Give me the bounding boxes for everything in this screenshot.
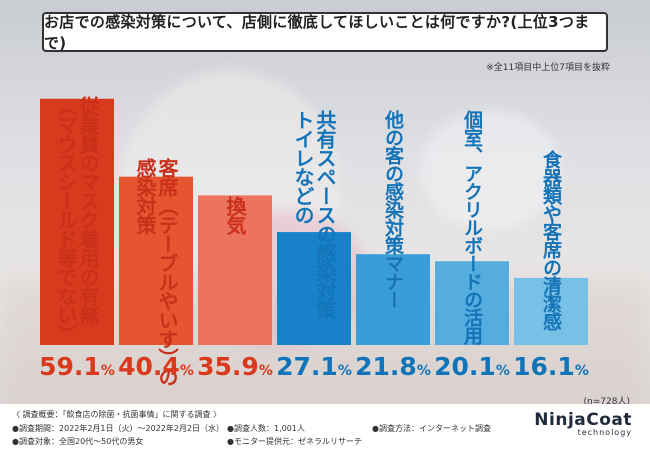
value-number-3: 35.9 (197, 352, 259, 381)
bar-6 (435, 261, 509, 345)
bar-4 (277, 232, 351, 345)
logo-main-text: NinjaCoat (534, 410, 632, 430)
value-number-5: 21.8 (355, 352, 417, 381)
bar-label-7: 食器類や客席の清潔感 (540, 150, 562, 330)
bar-2 (119, 176, 193, 345)
value-label-7: 16.1% (510, 352, 592, 386)
logo-sub-text: technology (577, 428, 632, 437)
bar-label-6: 個室、アクリルボードの活用 (461, 110, 483, 344)
bar-label-2: 客席（テーブルやいす）の 感染対策 (133, 158, 179, 386)
survey-respondents: ●調査人数：1,001人 (227, 424, 305, 433)
bar-label-4: 共有スペースの感染対策 トイレなどの (291, 110, 337, 319)
survey-period: ●調査期間：2022年2月1日（火）〜2022年2月2日（水） (12, 424, 225, 433)
value-unit-6: % (495, 363, 510, 379)
survey-footer: 〈 調査概要：「飲食店の除菌・抗菌事情」に関する調査 〉 ●調査期間：2022年… (0, 404, 650, 450)
background-photo-blur (420, 110, 560, 230)
bar-label-5: 他の客の感染対策マナー (382, 110, 404, 308)
value-unit-5: % (416, 363, 431, 379)
value-number-2: 40.4 (118, 352, 180, 381)
value-label-6: 20.1% (431, 352, 513, 386)
value-unit-7: % (574, 363, 589, 379)
value-label-3: 35.9% (194, 352, 276, 386)
value-number-1: 59.1 (39, 352, 101, 381)
bar-label-3: 換気 (223, 196, 247, 234)
value-unit-4: % (337, 363, 352, 379)
value-unit-1: % (100, 363, 115, 379)
value-unit-2: % (179, 363, 194, 379)
value-label-4: 27.1% (273, 352, 355, 386)
survey-method: ●調査方法：インターネット調査 (372, 424, 491, 433)
value-number-6: 20.1 (434, 352, 496, 381)
survey-target: ●調査対象：全国20代〜50代の男女 (12, 437, 144, 446)
value-unit-3: % (258, 363, 273, 379)
excerpt-note: ※全11項目中上位7項目を抜粋 (486, 63, 610, 73)
survey-title: 〈 調査概要：「飲食店の除菌・抗菌事情」に関する調査 〉 (12, 410, 222, 419)
sample-size-note: (n=728人) (583, 397, 630, 407)
value-number-7: 16.1 (513, 352, 575, 381)
company-logo: NinjaCoat technology (534, 410, 632, 437)
bar-3 (198, 195, 272, 345)
chart-title: お店での感染対策について、店側に徹底してほしいことは何ですか?(上位3つまで) (42, 12, 608, 52)
bar-label-1: 従業員のマスク着用の有無 （マウスシールド等でない） (54, 96, 100, 343)
bar-1 (40, 98, 114, 345)
survey-provider: ●モニター提供元：ゼネラルリサーチ (227, 437, 362, 446)
bar-5 (356, 254, 430, 345)
value-number-4: 27.1 (276, 352, 338, 381)
value-label-2: 40.4% (115, 352, 197, 386)
value-label-1: 59.1% (36, 352, 118, 386)
value-label-5: 21.8% (352, 352, 434, 386)
bar-7 (514, 277, 588, 345)
